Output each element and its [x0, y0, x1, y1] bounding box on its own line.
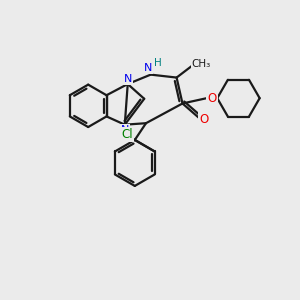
Text: N: N	[144, 63, 152, 73]
Text: N: N	[121, 125, 129, 135]
Text: CH₃: CH₃	[191, 59, 211, 69]
Text: Cl: Cl	[121, 128, 133, 141]
Text: O: O	[207, 92, 217, 105]
Text: O: O	[200, 112, 208, 126]
Text: H: H	[154, 58, 162, 68]
Text: N: N	[124, 74, 132, 84]
